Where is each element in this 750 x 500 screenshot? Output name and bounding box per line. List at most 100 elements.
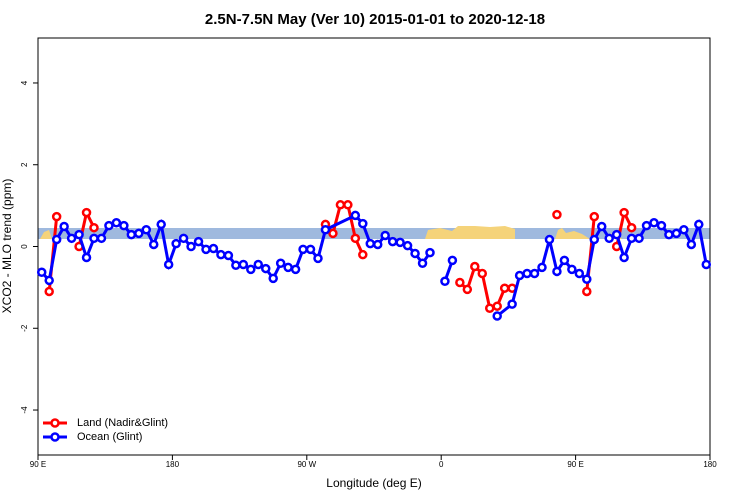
legend-label: Ocean (Glint) bbox=[77, 431, 142, 443]
data-point bbox=[395, 237, 405, 248]
x-tick-label: 90 E bbox=[567, 460, 583, 469]
data-point bbox=[664, 229, 674, 240]
data-point bbox=[537, 262, 547, 273]
data-point bbox=[141, 224, 152, 235]
data-point bbox=[589, 234, 600, 245]
y-axis-label: XCO2 - MLO trend (ppm) bbox=[0, 179, 14, 314]
data-point bbox=[275, 258, 286, 269]
data-point bbox=[134, 228, 144, 239]
data-point bbox=[649, 218, 659, 228]
data-point bbox=[596, 221, 607, 232]
x-tick-label: 180 bbox=[166, 460, 180, 469]
data-point bbox=[522, 268, 532, 279]
data-point bbox=[425, 247, 435, 258]
data-point bbox=[208, 243, 219, 254]
data-point bbox=[59, 221, 69, 232]
x-tick-label: 0 bbox=[439, 460, 444, 469]
data-point bbox=[305, 244, 316, 255]
x-tick-label: 180 bbox=[703, 460, 717, 469]
data-point bbox=[216, 249, 226, 260]
y-tick-label: 2 bbox=[20, 162, 29, 167]
data-point bbox=[402, 240, 413, 251]
data-point bbox=[440, 276, 450, 286]
data-point bbox=[410, 248, 420, 259]
data-point bbox=[358, 249, 368, 260]
data-point bbox=[507, 299, 517, 309]
data-point bbox=[313, 253, 323, 264]
data-point bbox=[74, 229, 84, 240]
data-point bbox=[283, 262, 293, 273]
data-point bbox=[589, 211, 600, 222]
data-point bbox=[567, 264, 577, 275]
data-point bbox=[201, 244, 211, 255]
data-point bbox=[380, 230, 390, 241]
data-point bbox=[171, 238, 181, 249]
data-point bbox=[574, 268, 585, 279]
data-point bbox=[44, 286, 54, 297]
data-point bbox=[492, 311, 502, 321]
data-point bbox=[514, 270, 525, 281]
y-tick-label: 4 bbox=[20, 80, 29, 85]
data-point bbox=[701, 259, 712, 270]
data-point bbox=[298, 244, 308, 255]
data-point bbox=[634, 233, 644, 244]
data-point bbox=[253, 259, 264, 270]
data-point bbox=[290, 264, 301, 275]
data-point bbox=[686, 239, 697, 250]
data-point bbox=[552, 209, 562, 220]
data-point bbox=[51, 211, 62, 222]
data-point bbox=[260, 263, 271, 274]
data-point bbox=[619, 252, 629, 263]
x-tick-label: 90 E bbox=[30, 460, 46, 469]
data-point bbox=[156, 219, 166, 230]
legend-marker bbox=[50, 432, 60, 442]
data-point bbox=[455, 277, 465, 288]
data-point bbox=[51, 234, 62, 245]
data-point bbox=[104, 220, 114, 231]
data-point bbox=[81, 207, 92, 218]
data-point bbox=[641, 220, 652, 231]
y-tick-label: -4 bbox=[20, 406, 29, 414]
data-point bbox=[477, 268, 488, 279]
data-point bbox=[148, 239, 159, 250]
data-point bbox=[89, 233, 99, 244]
data-point bbox=[96, 233, 107, 244]
data-point bbox=[119, 220, 129, 231]
legend-marker bbox=[50, 418, 60, 428]
data-point bbox=[462, 284, 473, 295]
data-point bbox=[231, 260, 241, 271]
data-point bbox=[582, 274, 592, 284]
data-point bbox=[552, 266, 562, 277]
data-point bbox=[163, 259, 174, 270]
data-point bbox=[44, 275, 54, 286]
data-point bbox=[694, 219, 704, 230]
data-point bbox=[626, 233, 637, 244]
data-point bbox=[544, 234, 555, 245]
data-point bbox=[328, 228, 338, 239]
data-point bbox=[582, 286, 592, 297]
data-point bbox=[358, 218, 368, 229]
data-point bbox=[126, 229, 137, 240]
data-point bbox=[268, 273, 278, 284]
data-point bbox=[559, 255, 570, 266]
data-point bbox=[111, 218, 122, 228]
data-point bbox=[372, 239, 383, 250]
data-point bbox=[89, 222, 99, 233]
data-point bbox=[178, 233, 189, 244]
data-point bbox=[186, 241, 196, 252]
data-point bbox=[350, 233, 361, 244]
data-point bbox=[66, 233, 77, 244]
data-point bbox=[335, 200, 346, 210]
data-point bbox=[223, 250, 234, 261]
data-point bbox=[619, 207, 629, 218]
data-point bbox=[679, 224, 689, 235]
data-point bbox=[470, 261, 480, 272]
data-point bbox=[499, 283, 510, 293]
data-point bbox=[417, 258, 428, 269]
x-axis-label: Longitude (deg E) bbox=[326, 476, 421, 490]
data-point bbox=[365, 238, 376, 249]
y-tick-label: 0 bbox=[20, 244, 29, 249]
legend-label: Land (Nadir&Glint) bbox=[77, 417, 168, 429]
x-tick-label: 90 W bbox=[297, 460, 316, 469]
